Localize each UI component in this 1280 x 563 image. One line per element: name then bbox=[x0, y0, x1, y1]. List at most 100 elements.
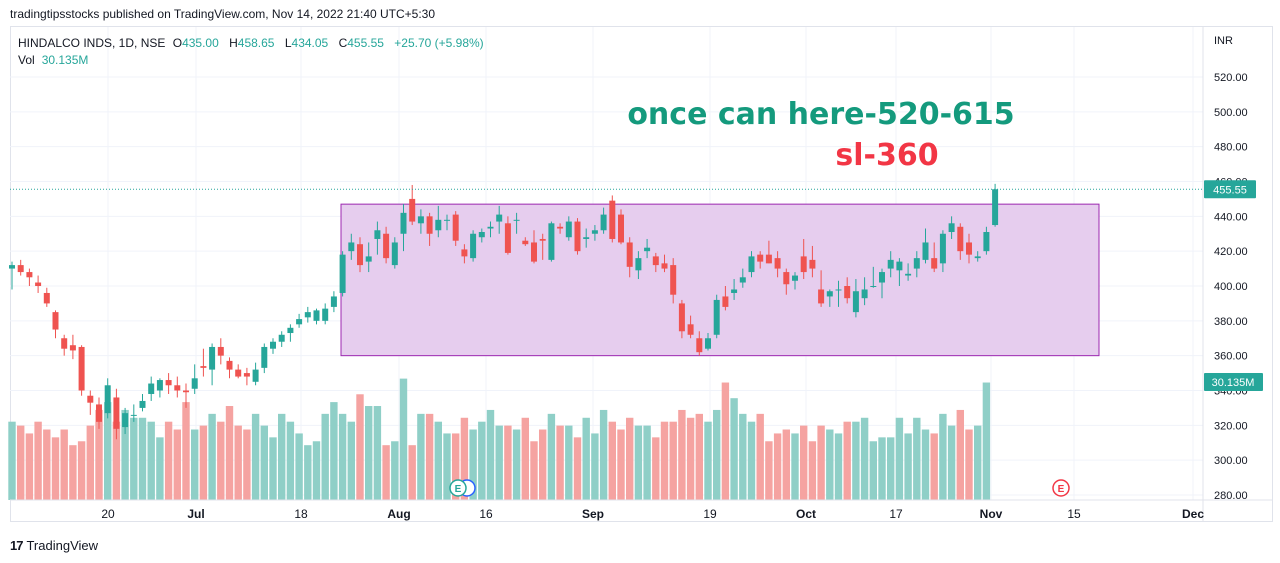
candle-body[interactable] bbox=[931, 258, 938, 269]
range-zone-rectangle[interactable] bbox=[340, 203, 1100, 357]
candle-body[interactable] bbox=[644, 247, 651, 252]
candle-body[interactable] bbox=[731, 289, 738, 293]
candle-body[interactable] bbox=[9, 265, 15, 269]
candle-body[interactable] bbox=[609, 200, 616, 239]
candle-body[interactable] bbox=[139, 400, 146, 408]
candle-body[interactable] bbox=[322, 308, 329, 321]
candle-body[interactable] bbox=[304, 312, 311, 318]
candle-body[interactable] bbox=[435, 219, 442, 231]
candle-body[interactable] bbox=[652, 256, 659, 266]
candle-body[interactable] bbox=[504, 223, 511, 253]
candle-body[interactable] bbox=[226, 360, 233, 370]
footer-branding[interactable]: 17 TradingView bbox=[10, 538, 98, 553]
candle-body[interactable] bbox=[417, 216, 424, 224]
candle-body[interactable] bbox=[783, 272, 790, 285]
candle-body[interactable] bbox=[722, 296, 729, 307]
candle-body[interactable] bbox=[844, 286, 851, 299]
candle-body[interactable] bbox=[261, 346, 268, 368]
candle-body[interactable] bbox=[574, 221, 581, 252]
candle-body[interactable] bbox=[765, 254, 772, 264]
candle-body[interactable] bbox=[174, 385, 181, 391]
earnings-marker-aug[interactable]: E bbox=[449, 479, 467, 497]
candle-body[interactable] bbox=[557, 226, 564, 229]
candle-body[interactable] bbox=[470, 233, 477, 259]
candle-body[interactable] bbox=[78, 346, 85, 391]
candle-body[interactable] bbox=[939, 233, 946, 264]
candle-body[interactable] bbox=[913, 258, 920, 269]
candle-body[interactable] bbox=[339, 254, 346, 293]
candle-body[interactable] bbox=[17, 265, 24, 273]
candle-body[interactable] bbox=[330, 296, 337, 307]
candle-body[interactable] bbox=[687, 324, 694, 335]
candle-body[interactable] bbox=[87, 395, 94, 403]
candle-body[interactable] bbox=[670, 265, 677, 295]
candle-body[interactable] bbox=[209, 346, 216, 370]
candle-body[interactable] bbox=[696, 338, 703, 353]
candle-body[interactable] bbox=[496, 214, 503, 222]
candle-body[interactable] bbox=[217, 346, 224, 356]
candle-body[interactable] bbox=[626, 242, 633, 267]
candle-body[interactable] bbox=[52, 312, 59, 330]
candle-body[interactable] bbox=[739, 277, 746, 283]
candle-body[interactable] bbox=[792, 275, 798, 281]
candle-body[interactable] bbox=[826, 291, 833, 297]
candle-body[interactable] bbox=[748, 256, 755, 273]
candle-body[interactable] bbox=[818, 289, 825, 304]
candle-body[interactable] bbox=[96, 404, 102, 422]
candle-body[interactable] bbox=[487, 226, 494, 229]
candle-body[interactable] bbox=[548, 223, 555, 260]
candle-body[interactable] bbox=[426, 216, 433, 234]
target-annotation[interactable]: once can here-520-615 bbox=[627, 97, 1014, 132]
candle-body[interactable] bbox=[522, 240, 529, 245]
candle-body[interactable] bbox=[287, 327, 294, 334]
candle-body[interactable] bbox=[852, 291, 859, 313]
stoploss-annotation[interactable]: sl-360 bbox=[835, 138, 938, 173]
candle-body[interactable] bbox=[104, 385, 111, 414]
candle-body[interactable] bbox=[461, 249, 468, 257]
candle-body[interactable] bbox=[200, 366, 207, 368]
candle-body[interactable] bbox=[966, 242, 972, 255]
chart-frame[interactable] bbox=[10, 26, 1273, 522]
candle-body[interactable] bbox=[243, 373, 250, 377]
candle-body[interactable] bbox=[957, 226, 964, 252]
candle-body[interactable] bbox=[374, 230, 381, 239]
candle-body[interactable] bbox=[992, 189, 999, 226]
candle-body[interactable] bbox=[43, 292, 50, 304]
candle-body[interactable] bbox=[774, 258, 781, 269]
candle-body[interactable] bbox=[539, 238, 546, 241]
candle-body[interactable] bbox=[896, 261, 903, 271]
candle-body[interactable] bbox=[513, 219, 520, 221]
candle-body[interactable] bbox=[678, 303, 685, 332]
candle-body[interactable] bbox=[69, 345, 76, 351]
candle-body[interactable] bbox=[800, 256, 807, 273]
earnings-marker-nov[interactable]: E bbox=[1052, 479, 1070, 497]
candle-body[interactable] bbox=[478, 232, 485, 238]
candle-body[interactable] bbox=[922, 242, 929, 260]
candle-body[interactable] bbox=[235, 369, 242, 377]
candle-body[interactable] bbox=[531, 242, 537, 262]
candle-body[interactable] bbox=[165, 380, 172, 386]
candle-body[interactable] bbox=[122, 413, 129, 428]
candle-body[interactable] bbox=[61, 338, 68, 349]
candle-body[interactable] bbox=[365, 256, 372, 262]
candle-body[interactable] bbox=[383, 233, 390, 259]
candle-body[interactable] bbox=[183, 390, 189, 393]
candle-body[interactable] bbox=[887, 259, 894, 269]
candle-body[interactable] bbox=[983, 232, 990, 252]
candle-body[interactable] bbox=[313, 310, 320, 321]
candle-body[interactable] bbox=[35, 282, 42, 286]
candle-body[interactable] bbox=[113, 397, 120, 429]
candle-body[interactable] bbox=[191, 378, 198, 389]
candle-body[interactable] bbox=[618, 214, 624, 243]
candle-body[interactable] bbox=[296, 319, 303, 325]
candle-body[interactable] bbox=[870, 286, 877, 287]
candle-body[interactable] bbox=[809, 259, 816, 269]
candle-body[interactable] bbox=[26, 272, 33, 278]
candle-body[interactable] bbox=[565, 221, 572, 238]
candle-body[interactable] bbox=[661, 263, 668, 269]
candle-body[interactable] bbox=[391, 242, 398, 266]
candle-body[interactable] bbox=[409, 198, 416, 222]
candle-body[interactable] bbox=[400, 212, 407, 234]
candle-body[interactable] bbox=[861, 289, 868, 299]
candle-body[interactable] bbox=[591, 230, 598, 234]
